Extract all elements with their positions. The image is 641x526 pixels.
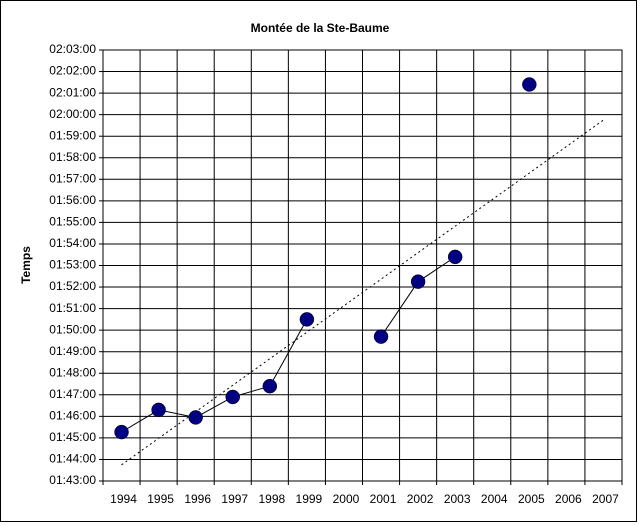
x-tick-label: 2005 [518,492,545,506]
y-tick-label: 01:49:00 [49,344,96,358]
y-axis-label: Temps [19,246,33,284]
data-point [225,389,240,405]
y-tick-label: 01:54:00 [49,236,96,250]
y-tick-label: 01:45:00 [49,430,96,444]
y-tick-label: 01:52:00 [49,279,96,293]
data-point [151,402,166,418]
y-tick-label: 01:53:00 [49,258,96,272]
data-point [447,249,463,265]
data-point [188,410,203,425]
trendline [121,119,604,466]
x-tick-label: 1994 [110,492,137,506]
x-tick-label: 1996 [184,492,211,506]
y-tick-label: 01:48:00 [49,365,96,379]
x-tick-label: 2006 [555,492,582,506]
y-tick-label: 02:03:00 [49,42,96,56]
x-tick-label: 2003 [444,492,471,506]
y-tick-label: 01:57:00 [49,171,96,185]
data-point [410,274,426,289]
data-point [299,312,315,327]
y-tick-label: 01:43:00 [49,473,96,487]
data-point [114,424,129,440]
y-tick-label: 01:51:00 [49,301,96,315]
x-tick-label: 2002 [407,492,434,506]
x-tick-label: 1998 [258,492,285,506]
y-tick-label: 01:59:00 [49,128,96,142]
x-tick-label: 1995 [147,492,174,506]
data-point [522,77,537,92]
y-tick-label: 01:55:00 [49,215,96,229]
x-tick-label: 2004 [481,492,508,506]
x-tick-label: 2007 [592,492,619,506]
y-tick-label: 01:47:00 [49,387,96,401]
y-tick-label: 01:44:00 [49,452,96,466]
data-point [262,378,278,394]
x-tick-label: 1999 [296,492,323,506]
y-tick-label: 01:50:00 [49,322,96,336]
y-tick-label: 01:56:00 [49,193,96,207]
data-point [373,329,389,344]
y-tick-label: 01:46:00 [49,409,96,423]
x-tick-label: 2001 [370,492,397,506]
x-tick-label: 1997 [221,492,248,506]
y-tick-label: 02:02:00 [49,64,96,78]
y-tick-label: 01:58:00 [49,150,96,164]
chart-title: Montée de la Ste-Baume [251,21,390,35]
x-tick-label: 2000 [333,492,360,506]
y-tick-label: 02:01:00 [49,85,96,99]
y-tick-label: 02:00:00 [49,107,96,121]
